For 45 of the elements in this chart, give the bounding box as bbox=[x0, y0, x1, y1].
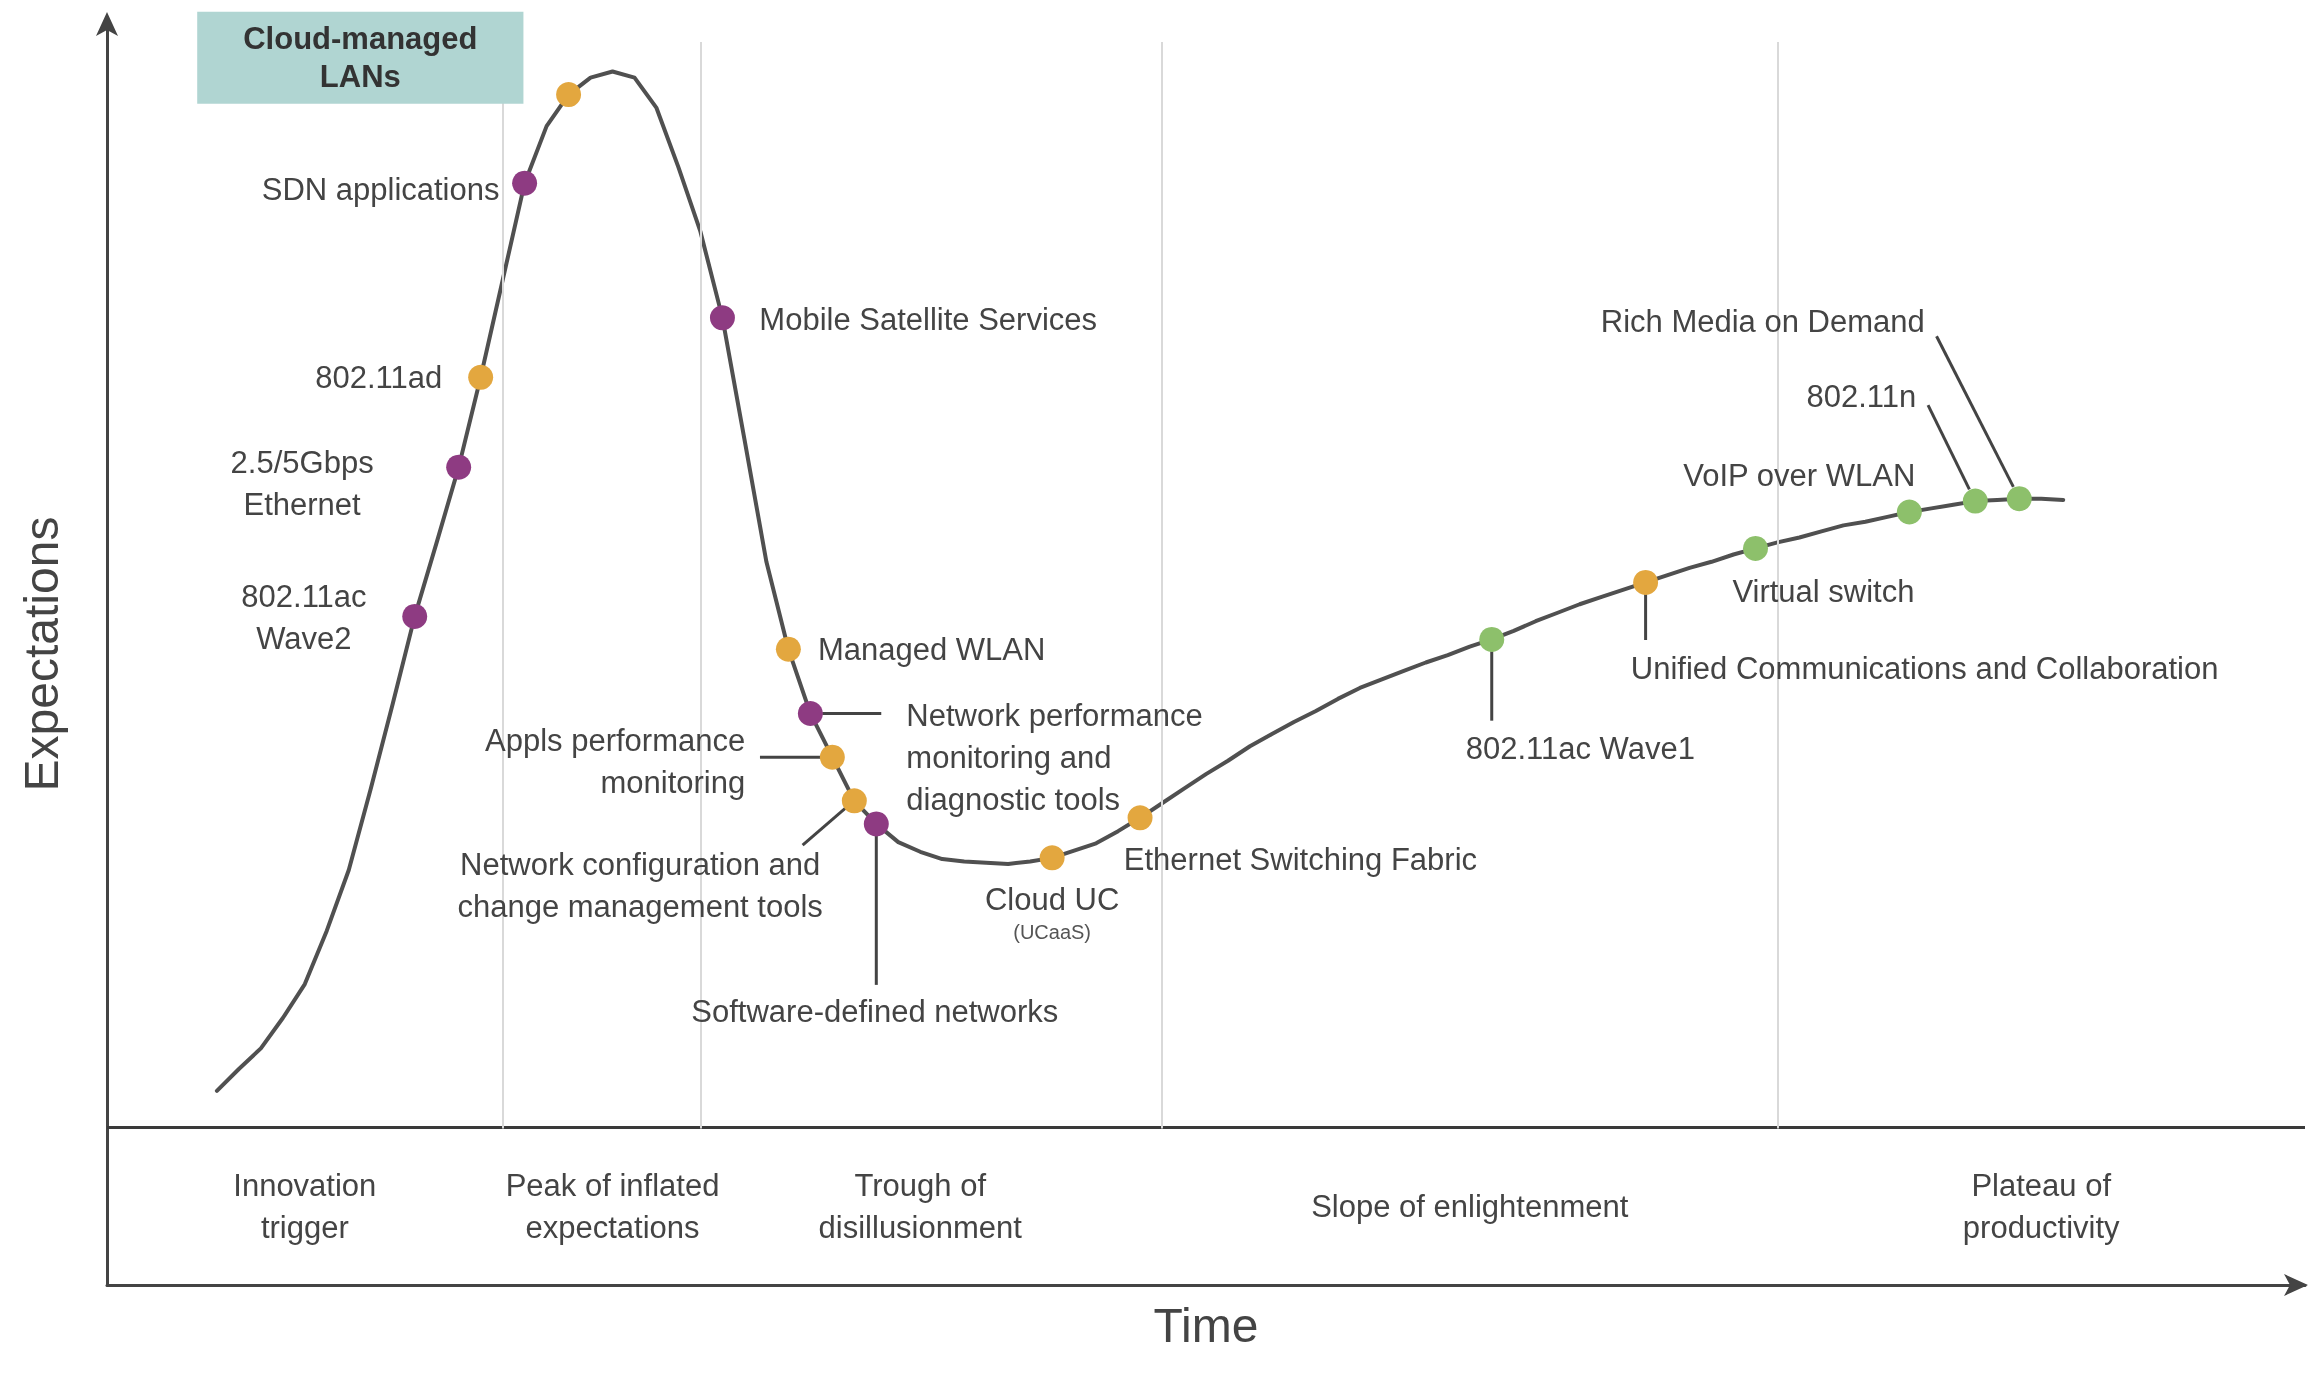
annotation: Network performance monitoring and diagnostic tools bbox=[906, 698, 1203, 818]
annotation: 802.11ac Wave2 bbox=[241, 579, 367, 657]
annotation: SDN applications bbox=[261, 171, 500, 207]
point bbox=[1633, 569, 1659, 595]
annotation: Slope of enlightenment bbox=[1311, 1189, 1629, 1225]
point bbox=[819, 744, 845, 770]
point bbox=[1127, 805, 1153, 831]
annotation: Network configuration and change management tools bbox=[457, 846, 823, 924]
annotation: Trough of disillusionment bbox=[818, 1168, 1023, 1246]
annotation: 802.11n bbox=[1806, 378, 1917, 414]
point bbox=[446, 454, 472, 480]
annotation: Appls performance monitoring bbox=[485, 723, 746, 801]
annotation: Plateau of productivity bbox=[1962, 1168, 2121, 1246]
point bbox=[556, 82, 582, 108]
point bbox=[402, 603, 428, 629]
annotation: Ethernet Switching Fabric bbox=[1123, 841, 1478, 877]
point bbox=[1479, 626, 1505, 652]
point bbox=[1896, 499, 1922, 525]
point bbox=[1039, 845, 1065, 871]
point bbox=[1743, 535, 1768, 561]
annotation: Cloud-managed LANs bbox=[243, 21, 478, 95]
annotation: Mobile Satellite Services bbox=[759, 301, 1098, 337]
point bbox=[709, 305, 735, 331]
annotation: Peak of inflated expectations bbox=[505, 1168, 720, 1246]
annotation: VoIP over WLAN bbox=[1683, 457, 1916, 493]
annotation: 2.5/5Gbps Ethernet bbox=[230, 444, 374, 522]
annotation: Managed WLAN bbox=[817, 631, 1046, 667]
point bbox=[2006, 486, 2032, 512]
y-axis-title: Expectations bbox=[14, 516, 68, 792]
point bbox=[468, 364, 494, 390]
point bbox=[863, 811, 889, 837]
annotation: Innovation trigger bbox=[233, 1168, 377, 1246]
point bbox=[841, 788, 867, 814]
annotation: 802.11ad bbox=[315, 359, 443, 395]
point bbox=[797, 700, 823, 726]
x-axis-title: Time bbox=[1153, 1298, 1259, 1352]
point bbox=[1962, 488, 1988, 514]
annotation: Software-defined networks bbox=[691, 993, 1059, 1029]
annotation: 802.11ac Wave1 bbox=[1465, 731, 1695, 767]
point bbox=[512, 170, 538, 196]
annotation: Cloud UC (UCaaS) bbox=[984, 882, 1120, 943]
annotation: Unified Communications and Collaboration bbox=[1630, 650, 2219, 686]
point bbox=[775, 636, 801, 662]
annotation: Rich Media on Demand bbox=[1600, 303, 1925, 339]
annotation: Virtual switch bbox=[1732, 573, 1915, 609]
